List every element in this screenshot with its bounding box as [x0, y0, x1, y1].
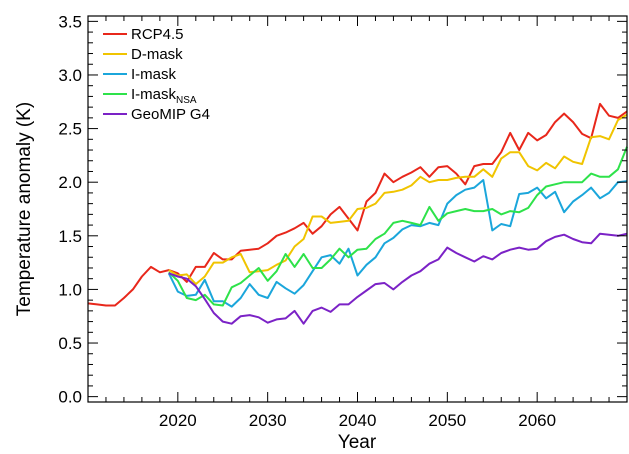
x-axis-label: Year — [338, 432, 377, 453]
y-tick-label: 0.0 — [58, 388, 82, 407]
y-tick-label: 3.0 — [58, 66, 82, 85]
series-line-geomip-g4 — [168, 232, 628, 325]
series-line-d-mask — [168, 113, 628, 286]
x-tick-label: 2030 — [249, 411, 287, 430]
series-line-rcp4-5 — [87, 102, 628, 307]
y-axis-label: Temperature anomaly (K) — [14, 102, 35, 316]
legend-label: D-mask — [131, 46, 183, 63]
legend-label: I-mask — [131, 66, 177, 83]
x-tick-label: 2050 — [428, 411, 466, 430]
x-axis-ticks: 2020 2030 2040 2050 2060 — [105, 16, 610, 430]
y-tick-label: 2.0 — [58, 173, 82, 192]
y-tick-label: 1.0 — [58, 280, 82, 299]
x-tick-label: 2040 — [339, 411, 377, 430]
x-tick-label: 2020 — [159, 411, 197, 430]
x-tick-label: 2060 — [518, 411, 556, 430]
series-lines — [87, 102, 628, 325]
y-tick-label: 3.5 — [58, 12, 82, 31]
legend-label: GeoMIP G4 — [131, 106, 210, 123]
y-axis-ticks: 0.0 0.5 1.0 1.5 2.0 2.5 3.0 3.5 — [58, 12, 627, 407]
y-tick-label: 2.5 — [58, 120, 82, 139]
y-tick-label: 1.5 — [58, 227, 82, 246]
series-line-i-mask-nsa — [168, 146, 628, 307]
legend-label: RCP4.5 — [131, 26, 184, 43]
y-tick-label: 0.5 — [58, 334, 82, 353]
legend-label: I-maskNSA — [131, 86, 197, 106]
series-line-i-mask — [167, 179, 628, 308]
